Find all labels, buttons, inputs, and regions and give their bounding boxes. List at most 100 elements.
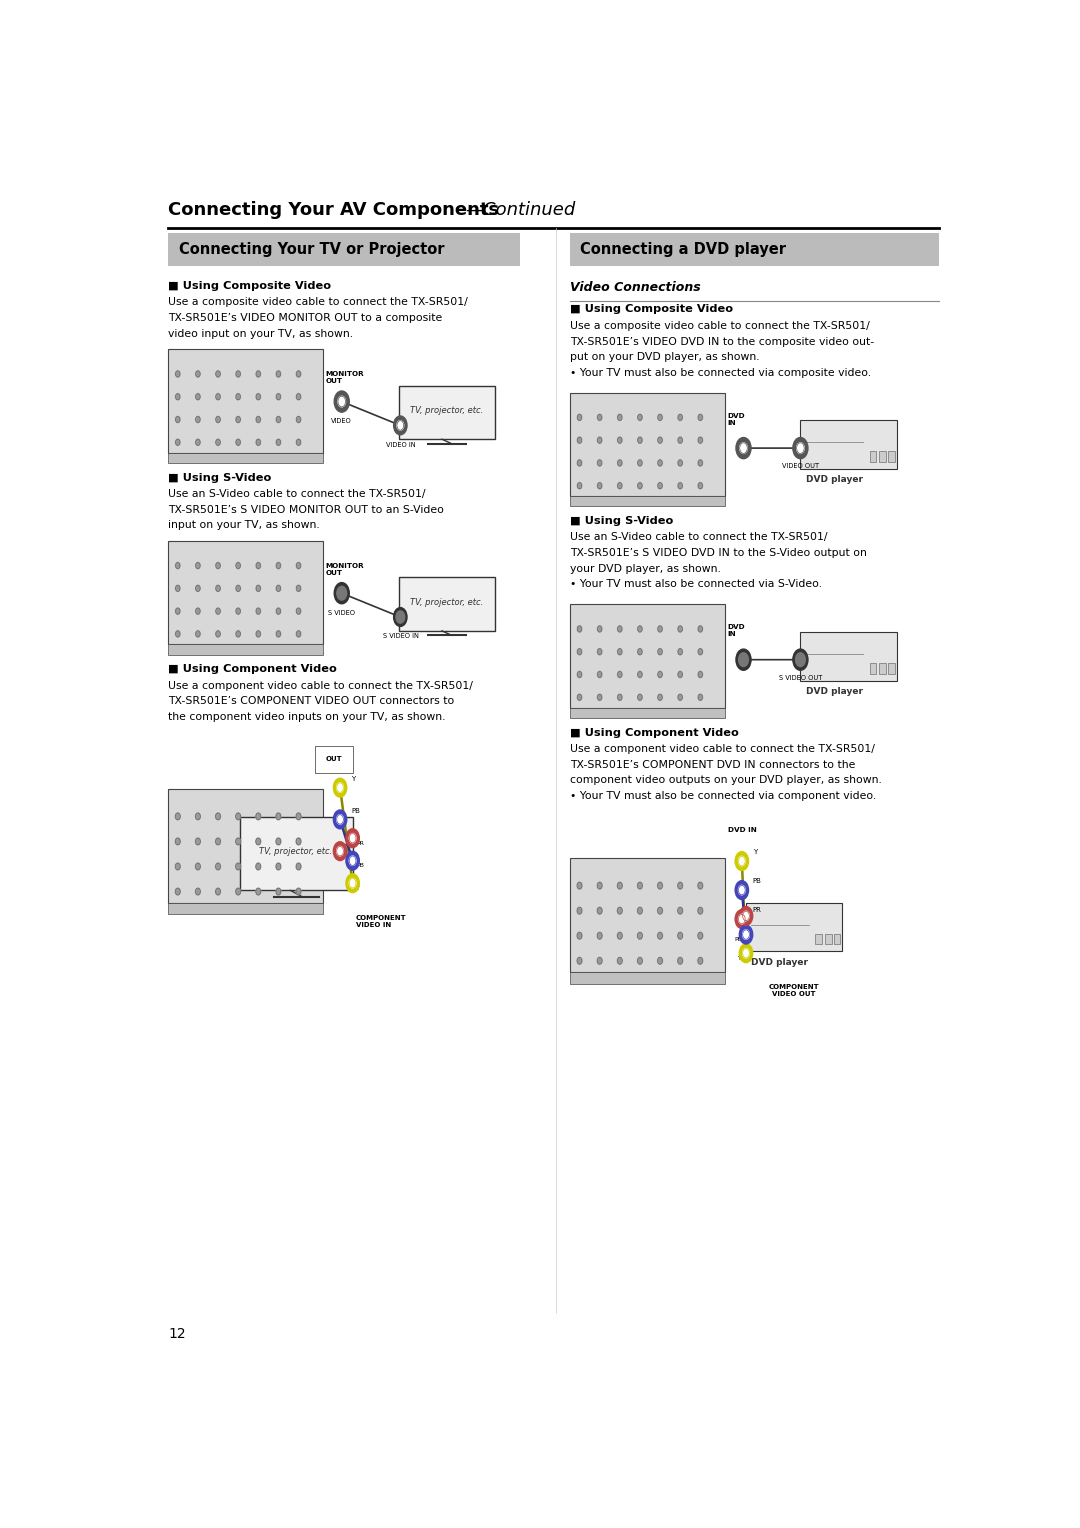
Circle shape	[349, 879, 356, 888]
Text: Y: Y	[738, 955, 742, 961]
Circle shape	[396, 611, 405, 623]
FancyBboxPatch shape	[570, 393, 725, 497]
Circle shape	[597, 483, 602, 489]
Circle shape	[658, 437, 662, 443]
Circle shape	[334, 842, 347, 860]
Circle shape	[296, 888, 301, 895]
Circle shape	[743, 931, 750, 940]
Text: ■ Using Component Video: ■ Using Component Video	[570, 727, 739, 738]
Circle shape	[235, 888, 241, 895]
Text: PR: PR	[356, 840, 364, 845]
Circle shape	[658, 694, 662, 700]
Circle shape	[256, 562, 260, 568]
Circle shape	[334, 810, 347, 828]
Text: OUT: OUT	[326, 756, 342, 762]
Circle shape	[216, 863, 220, 869]
Circle shape	[678, 648, 683, 656]
Circle shape	[597, 460, 602, 466]
Circle shape	[739, 885, 745, 895]
Text: TX-SR501E’s VIDEO MONITOR OUT to a composite: TX-SR501E’s VIDEO MONITOR OUT to a compo…	[168, 313, 443, 322]
Circle shape	[393, 416, 407, 435]
Circle shape	[618, 932, 622, 940]
Circle shape	[195, 394, 200, 400]
Circle shape	[216, 371, 220, 377]
Circle shape	[296, 837, 301, 845]
FancyBboxPatch shape	[570, 604, 725, 707]
Circle shape	[698, 437, 702, 443]
Circle shape	[296, 813, 301, 821]
Circle shape	[578, 671, 582, 677]
Circle shape	[195, 439, 200, 445]
Text: put on your DVD player, as shown.: put on your DVD player, as shown.	[570, 353, 760, 362]
Text: TX-SR501E’s COMPONENT VIDEO OUT connectors to: TX-SR501E’s COMPONENT VIDEO OUT connecto…	[168, 697, 455, 706]
Text: component video outputs on your DVD player, as shown.: component video outputs on your DVD play…	[570, 775, 882, 785]
Circle shape	[175, 888, 180, 895]
Text: ■ Using Composite Video: ■ Using Composite Video	[570, 304, 733, 315]
Circle shape	[698, 626, 702, 633]
Circle shape	[698, 483, 702, 489]
Text: VIDEO IN: VIDEO IN	[387, 442, 416, 448]
Text: PR: PR	[734, 918, 742, 923]
Circle shape	[276, 888, 281, 895]
Circle shape	[256, 813, 260, 821]
Circle shape	[216, 631, 220, 637]
Circle shape	[334, 778, 347, 798]
Circle shape	[578, 648, 582, 656]
FancyBboxPatch shape	[888, 451, 894, 461]
Circle shape	[346, 828, 360, 848]
Circle shape	[740, 924, 753, 944]
Circle shape	[276, 371, 281, 377]
Circle shape	[296, 371, 300, 377]
Circle shape	[618, 483, 622, 489]
Text: —Continued: —Continued	[465, 200, 576, 219]
Circle shape	[235, 562, 241, 568]
Circle shape	[739, 856, 745, 866]
FancyBboxPatch shape	[570, 707, 725, 718]
Circle shape	[235, 813, 241, 821]
Circle shape	[658, 626, 662, 633]
FancyBboxPatch shape	[168, 788, 323, 903]
Circle shape	[735, 909, 748, 929]
Circle shape	[256, 631, 260, 637]
Text: COMPONENT
VIDEO OUT: COMPONENT VIDEO OUT	[769, 984, 820, 996]
Circle shape	[658, 882, 662, 889]
Circle shape	[176, 394, 180, 400]
Circle shape	[637, 671, 643, 677]
Text: Y: Y	[356, 886, 360, 891]
Text: Use a component video cable to connect the TX-SR501/: Use a component video cable to connect t…	[168, 680, 473, 691]
Circle shape	[797, 443, 805, 454]
Circle shape	[296, 631, 300, 637]
Circle shape	[296, 439, 300, 445]
Circle shape	[176, 439, 180, 445]
Circle shape	[637, 958, 643, 964]
Circle shape	[637, 932, 643, 940]
Circle shape	[796, 652, 806, 666]
Circle shape	[658, 908, 662, 914]
Text: Connecting Your TV or Projector: Connecting Your TV or Projector	[178, 241, 444, 257]
Circle shape	[678, 460, 683, 466]
Circle shape	[176, 608, 180, 614]
Circle shape	[296, 394, 300, 400]
Circle shape	[637, 694, 643, 700]
Text: S VIDEO IN: S VIDEO IN	[383, 634, 419, 640]
Circle shape	[578, 437, 582, 443]
Circle shape	[658, 648, 662, 656]
Circle shape	[740, 443, 747, 454]
Circle shape	[618, 671, 622, 677]
Circle shape	[740, 944, 753, 963]
FancyBboxPatch shape	[168, 452, 323, 463]
Circle shape	[276, 562, 281, 568]
FancyBboxPatch shape	[168, 348, 323, 452]
Circle shape	[743, 911, 750, 921]
Text: Use an S-Video cable to connect the TX-SR501/: Use an S-Video cable to connect the TX-S…	[570, 532, 827, 542]
FancyBboxPatch shape	[399, 578, 495, 631]
Text: VIDEO OUT: VIDEO OUT	[782, 463, 819, 469]
FancyBboxPatch shape	[240, 816, 352, 891]
Circle shape	[698, 694, 702, 700]
Circle shape	[176, 631, 180, 637]
Circle shape	[195, 813, 200, 821]
Circle shape	[235, 439, 241, 445]
Circle shape	[235, 837, 241, 845]
Circle shape	[597, 414, 602, 420]
Circle shape	[637, 483, 643, 489]
